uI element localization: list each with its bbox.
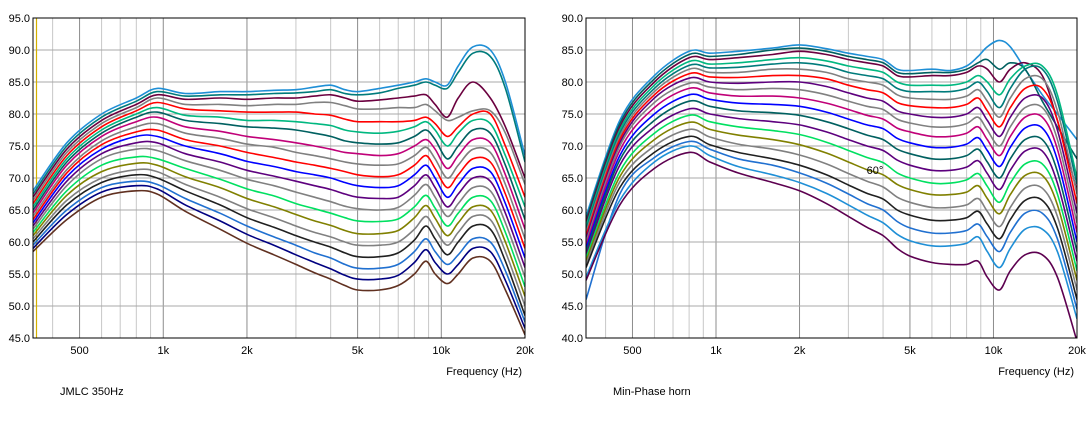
series-line: [33, 111, 525, 220]
y-tick-label: 55.0: [9, 269, 30, 281]
series-line: [586, 47, 1077, 220]
y-tick-label: 75.0: [9, 141, 30, 153]
series-line: [33, 50, 525, 195]
series-line: [586, 151, 1077, 338]
series-line: [33, 128, 525, 249]
series-line: [586, 128, 1077, 291]
series-line: [586, 39, 1077, 217]
series-line: [33, 116, 525, 230]
y-tick-label: 75.0: [562, 109, 583, 121]
y-tick-label: 60.0: [9, 237, 30, 249]
series-line: [586, 93, 1077, 249]
series-line: [33, 155, 525, 288]
series-line: [586, 135, 1077, 300]
series-line: [33, 97, 525, 201]
series-line: [586, 50, 1077, 224]
series-line: [33, 173, 525, 316]
series-line: [33, 122, 525, 240]
series-line: [33, 101, 525, 205]
y-tick-label: 60.0: [562, 205, 583, 217]
curve-annotation: 60°: [867, 165, 884, 177]
series-line: [586, 76, 1077, 240]
series-line: [586, 67, 1077, 233]
series-line: [586, 81, 1077, 243]
series-line: [586, 56, 1077, 227]
y-tick-label: 80.0: [562, 77, 583, 89]
series-line: [33, 184, 525, 329]
x-tick-label: 1k: [157, 345, 169, 357]
x-tick-label: 20k: [1068, 345, 1086, 357]
x-tick-label: 20k: [516, 345, 534, 357]
y-tick-label: 85.0: [562, 45, 583, 57]
series-line: [586, 114, 1077, 271]
x-tick-label: 5k: [352, 345, 364, 357]
series-line: [33, 81, 525, 198]
y-tick-label: 45.0: [9, 333, 30, 345]
chart-panel-2: 40.0 45.0 50.0 55.0 60.0 65.0 70.0 75.0 80.0 85.0…: [562, 13, 1087, 398]
x-tick-label: 500: [70, 345, 88, 357]
series-line: [33, 134, 525, 259]
y-tick-label: 65.0: [562, 173, 583, 185]
y-tick-label: 90.0: [9, 45, 30, 57]
series-line: [586, 87, 1077, 246]
series-line: [33, 147, 525, 278]
series-line: [33, 189, 525, 336]
y-tick-label: 45.0: [562, 301, 583, 313]
series-line: [33, 180, 525, 323]
series-line: [33, 44, 525, 192]
x-tick-label: 5k: [904, 345, 916, 357]
y-tick-label: 95.0: [9, 13, 30, 25]
y-tick-label: 70.0: [562, 141, 583, 153]
series-line: [33, 140, 525, 268]
y-tick-label: 85.0: [9, 77, 30, 89]
x-tick-label: 2k: [794, 345, 806, 357]
x-tick-label: 10k: [985, 345, 1003, 357]
plot-frame: [32, 17, 526, 339]
x-axis-label: Frequency (Hz): [998, 366, 1074, 378]
y-tick-label: 40.0: [562, 333, 583, 345]
series-line: [586, 61, 1077, 230]
x-tick-label: 10k: [432, 345, 450, 357]
series-line: [33, 106, 525, 208]
plot-frame: [585, 17, 1078, 339]
y-tick-label: 50.0: [562, 269, 583, 281]
chart-caption: Min-Phase horn: [613, 386, 691, 398]
series-line: [586, 145, 1077, 320]
y-tick-label: 55.0: [562, 237, 583, 249]
x-axis-label: Frequency (Hz): [446, 366, 522, 378]
series-line: [586, 121, 1077, 281]
series-line: [33, 168, 525, 307]
series-line: [586, 99, 1077, 252]
series-line: [586, 140, 1077, 310]
chart-panel-1: 45.0 50.0 55.0 60.0 65.0 70.0 75.0 80.0 85.0 90.0…: [9, 13, 535, 398]
x-tick-label: 1k: [710, 345, 722, 357]
y-tick-label: 50.0: [9, 301, 30, 313]
x-tick-label: 500: [623, 345, 641, 357]
x-tick-label: 2k: [241, 345, 253, 357]
y-tick-label: 90.0: [562, 13, 583, 25]
series-line: [586, 107, 1077, 262]
series-line: [33, 162, 525, 297]
y-tick-label: 80.0: [9, 109, 30, 121]
y-tick-label: 65.0: [9, 205, 30, 217]
y-tick-label: 70.0: [9, 173, 30, 185]
series-line: [586, 72, 1077, 236]
chart-caption: JMLC 350Hz: [60, 386, 124, 398]
